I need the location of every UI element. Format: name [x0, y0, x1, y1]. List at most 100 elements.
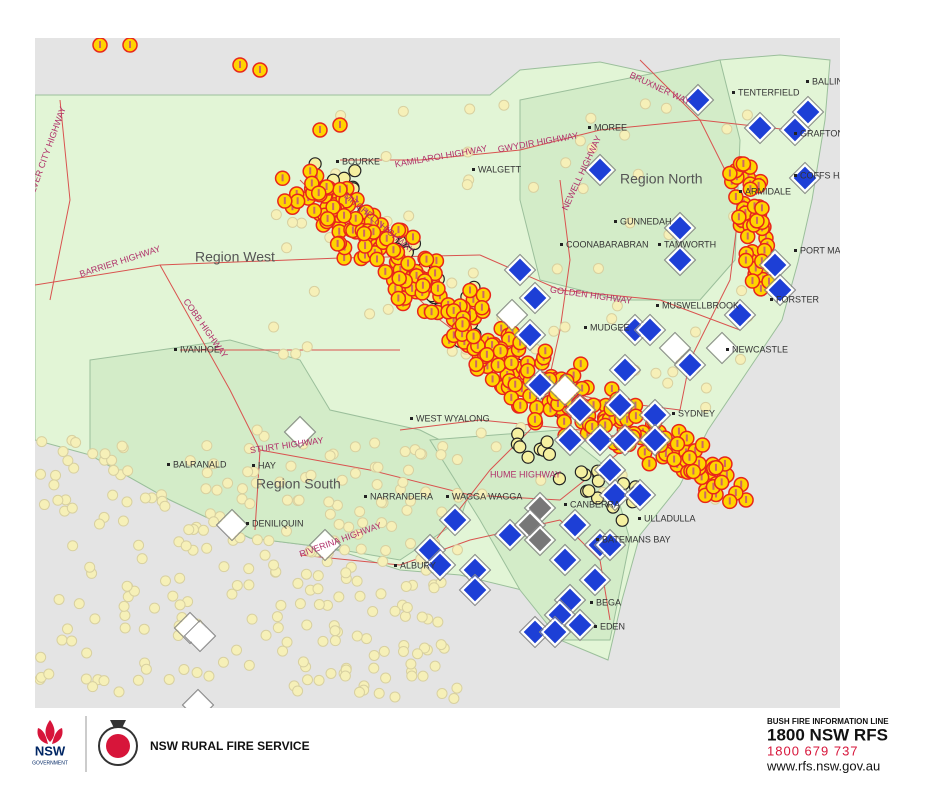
- fire-marker-glyph: [459, 302, 462, 310]
- advice-marker-faded: [329, 625, 341, 637]
- fire-marker-glyph: [394, 285, 397, 293]
- fire-marker-glyph: [500, 324, 503, 332]
- advice-marker-faded: [376, 517, 388, 529]
- emergency-warning-marker-border: [598, 478, 632, 512]
- fire-marker-glyph: [760, 204, 763, 212]
- emergency-warning-marker-border: [553, 423, 587, 457]
- fire-marker-glyph: [626, 415, 629, 423]
- advice-marker-faded: [333, 591, 345, 603]
- controlled-marker: [582, 484, 596, 498]
- town-label: GUNNEDAH: [620, 216, 672, 226]
- town-label: MOREE: [594, 122, 627, 132]
- fire-marker-glyph: [399, 265, 402, 273]
- town-dot: [560, 243, 563, 246]
- advice-marker-faded: [236, 483, 248, 495]
- out-of-area-marker-border: [523, 523, 557, 557]
- advice-marker-faded: [349, 467, 361, 479]
- advice-marker-faded: [174, 599, 186, 611]
- advice-marker-faded: [180, 540, 192, 552]
- fire-marker-glyph: [535, 403, 538, 411]
- fire-marker-glyph: [476, 341, 479, 349]
- fire-marker-glyph: [363, 229, 366, 237]
- fire-marker-glyph: [744, 256, 747, 264]
- region-label: Region South: [256, 476, 341, 492]
- advice-marker-faded: [80, 673, 92, 685]
- fire-marker-glyph: [700, 473, 703, 481]
- emergency-warning-marker-border: [423, 548, 457, 582]
- not-applicable-marker-border: [283, 415, 317, 449]
- town-dot: [394, 564, 397, 567]
- emergency-warning-marker: [665, 213, 695, 243]
- advice-marker-faded: [301, 341, 313, 353]
- fire-marker-glyph: [259, 66, 261, 73]
- fire-marker-glyph: [411, 284, 414, 292]
- advice-marker-faded: [373, 687, 385, 699]
- emergency-warning-marker: [585, 155, 615, 185]
- advice-marker-faded: [352, 528, 364, 540]
- advice-marker-faded: [397, 645, 409, 657]
- advice-marker-faded: [281, 636, 293, 648]
- emergency-warning-marker-border: [503, 253, 537, 287]
- advice-marker-faded: [270, 209, 282, 221]
- advice-marker-faded: [446, 277, 458, 289]
- fire-marker-glyph: [763, 246, 766, 254]
- fire-marker-glyph: [519, 338, 522, 346]
- advice-marker-faded: [585, 112, 597, 124]
- town-dot: [794, 174, 797, 177]
- advice-marker-faded: [435, 639, 447, 651]
- fire-marker-glyph: [485, 350, 488, 358]
- fire-marker-glyph: [712, 482, 715, 490]
- fire-marker-glyph: [411, 233, 414, 241]
- town-dot: [588, 126, 591, 129]
- fire-marker-glyph: [407, 259, 410, 267]
- town-labels: BALLINA TENTERFIELD MOREE GRAFTON COFFS HARB…: [167, 76, 879, 631]
- advice-marker-faded: [217, 656, 229, 668]
- advice-marker-faded: [650, 367, 662, 379]
- advice-marker-faded: [339, 670, 351, 682]
- fire-marker-glyph: [520, 385, 523, 393]
- fire-marker-glyph: [384, 267, 387, 275]
- advice-marker-faded: [246, 613, 258, 625]
- region-label: Region West: [195, 249, 275, 265]
- fire-marker-glyph: [634, 412, 637, 420]
- advice-marker-faded: [405, 538, 417, 550]
- advice-marker-faded: [98, 675, 110, 687]
- emergency-warning-marker: [760, 250, 790, 280]
- advice-marker-faded: [339, 544, 351, 556]
- fire-marker-glyph: [507, 335, 510, 343]
- town-dot: [410, 417, 413, 420]
- advice-marker-faded: [53, 593, 65, 605]
- fire-marker-glyph: [759, 284, 762, 292]
- advice-marker-faded: [272, 622, 284, 634]
- advice-marker-faded: [451, 454, 463, 466]
- town-dot: [446, 495, 449, 498]
- fire-marker-glyph: [745, 495, 748, 503]
- advice-marker-faded: [619, 129, 631, 141]
- advice-marker-faded: [70, 436, 82, 448]
- advice-marker-faded: [136, 553, 148, 565]
- advice-marker-faded: [277, 348, 289, 360]
- highway-label: HUME HIGHWAY: [490, 469, 561, 479]
- fire-marker-glyph: [604, 421, 607, 429]
- advice-marker-faded: [251, 534, 263, 546]
- advice-marker-faded: [231, 644, 243, 656]
- advice-marker-faded: [275, 599, 287, 611]
- advice-marker-faded: [574, 135, 586, 147]
- advice-marker-faded: [355, 543, 367, 555]
- emergency-warning-marker-border: [763, 273, 797, 307]
- fire-marker-glyph: [753, 202, 756, 210]
- advice-marker-faded: [263, 535, 275, 547]
- emergency-warning-marker: [725, 300, 755, 330]
- town-label: COFFS HARBOUR: [800, 170, 879, 180]
- advice-marker-faded: [73, 598, 85, 610]
- controlled-marker: [542, 447, 557, 461]
- town-label: SYDNEY: [678, 408, 715, 418]
- advice-marker-faded: [420, 486, 432, 498]
- emergency-warning-marker-border: [743, 111, 777, 145]
- advice-marker-faded: [451, 487, 463, 499]
- advice-marker-faded: [336, 474, 348, 486]
- town-dot: [739, 190, 742, 193]
- fire-marker-glyph: [664, 449, 667, 457]
- emergency-warning-marker: [515, 320, 545, 350]
- advice-marker-faded: [577, 183, 589, 195]
